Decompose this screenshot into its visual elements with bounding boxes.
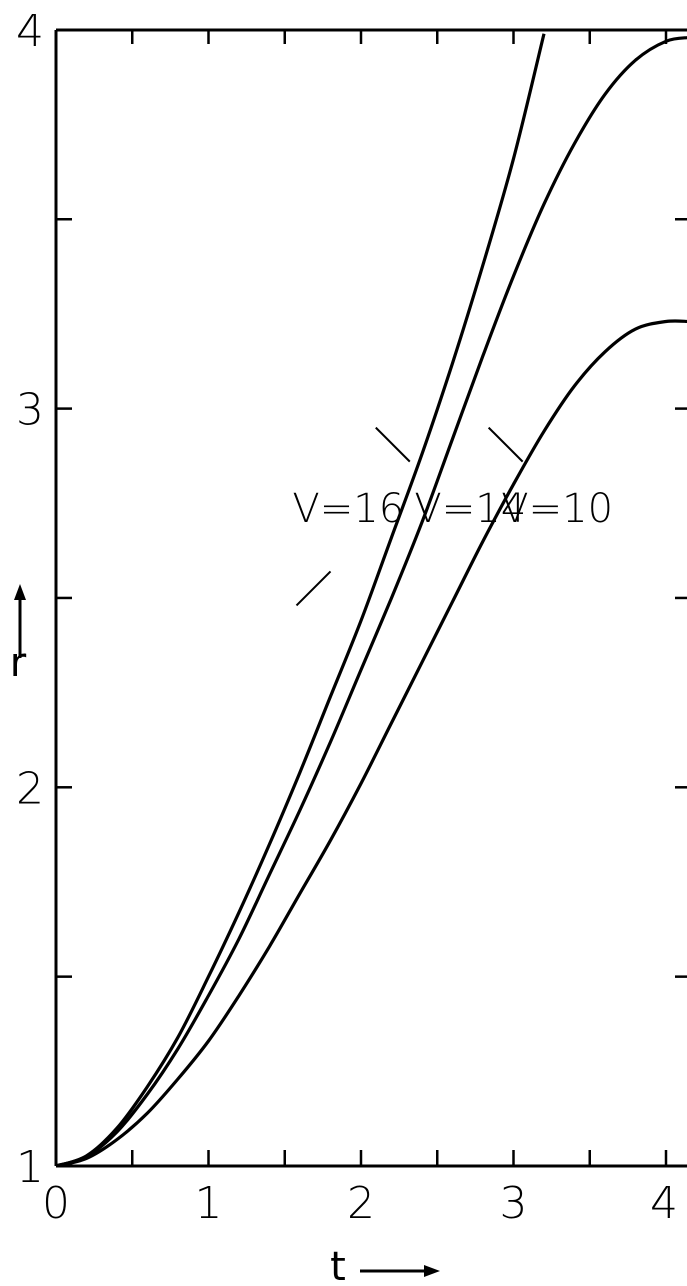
x-tick-label: 1 bbox=[195, 1178, 223, 1229]
x-tick-label: 3 bbox=[500, 1178, 528, 1229]
y-tick-label: 4 bbox=[16, 6, 44, 57]
series-lines bbox=[56, 33, 687, 1166]
x-axis-label: t bbox=[330, 1244, 346, 1286]
series-line bbox=[56, 319, 687, 1166]
axis-titles: t r bbox=[10, 584, 440, 1286]
series-line bbox=[56, 36, 687, 1166]
series-label-leader bbox=[375, 426, 411, 463]
series-label: V=16 bbox=[292, 486, 404, 532]
x-tick-label: 2 bbox=[347, 1178, 375, 1229]
series-label-leader bbox=[487, 426, 524, 463]
y-tick-label: 1 bbox=[16, 1142, 44, 1193]
series-line bbox=[56, 33, 546, 1166]
series-label-leader bbox=[295, 570, 332, 607]
series-labels: V=16 V=14V=10 bbox=[292, 426, 613, 607]
axis-ticks bbox=[54, 28, 687, 1168]
series-label: V=14 bbox=[414, 486, 526, 532]
y-tick-label: 3 bbox=[16, 385, 44, 436]
y-axis-label: r bbox=[10, 640, 27, 686]
x-tick-label: 0 bbox=[42, 1178, 70, 1229]
x-tick-label: 4 bbox=[650, 1178, 678, 1229]
series-label: V=10 bbox=[501, 486, 613, 532]
x-axis-arrow-head bbox=[424, 1265, 440, 1277]
plot-axes bbox=[54, 28, 687, 1168]
y-tick-label: 2 bbox=[16, 763, 44, 814]
y-axis-arrow-head bbox=[14, 584, 26, 600]
